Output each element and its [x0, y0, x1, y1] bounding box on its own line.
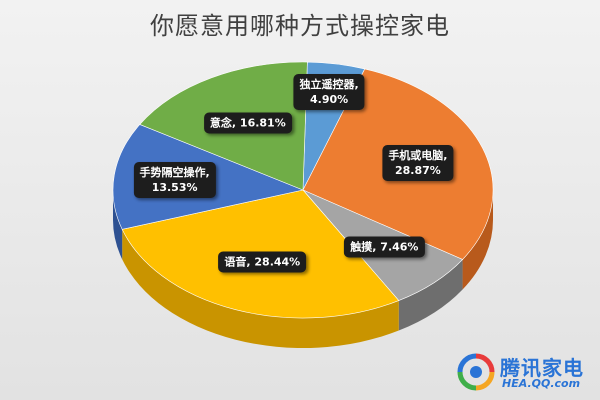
data-label-text: 意念, 16.81% [209, 116, 286, 130]
pie-side-3 [122, 229, 399, 348]
data-label-value: 4.90% [309, 92, 349, 106]
data-label-text: 独立遥控器, [299, 77, 359, 91]
data-label-text: 语音, 28.44% [224, 255, 301, 269]
data-label-3: 语音, 28.44% [218, 251, 307, 273]
data-label-1: 手机或电脑, 28.87% [382, 145, 454, 182]
pie-side-2 [398, 259, 463, 331]
data-label-5: 意念, 16.81% [203, 112, 292, 134]
pie-side-4 [113, 190, 123, 260]
data-label-2: 触摸, 7.46% [344, 236, 425, 258]
chart-title: 你愿意用哪种方式操控家电 [150, 12, 450, 40]
data-label-4: 手势隔空操作, 13.53% [133, 162, 216, 199]
data-label-text: 手势隔空操作, [139, 166, 210, 180]
data-label-0: 独立遥控器, 4.90% [293, 73, 365, 110]
data-label-text: 触摸, 7.46% [350, 240, 419, 254]
tencent-home-logo-icon [457, 353, 495, 391]
data-label-value: 28.87% [394, 164, 441, 178]
watermark: 腾讯家电 HEA.QQ.com [452, 350, 598, 396]
data-label-text: 手机或电脑, [388, 149, 448, 163]
data-label-value: 13.53% [151, 181, 198, 195]
watermark-name: 腾讯家电 [500, 356, 584, 380]
pie-side-1 [462, 190, 493, 290]
watermark-site: HEA.QQ.com [502, 377, 581, 390]
